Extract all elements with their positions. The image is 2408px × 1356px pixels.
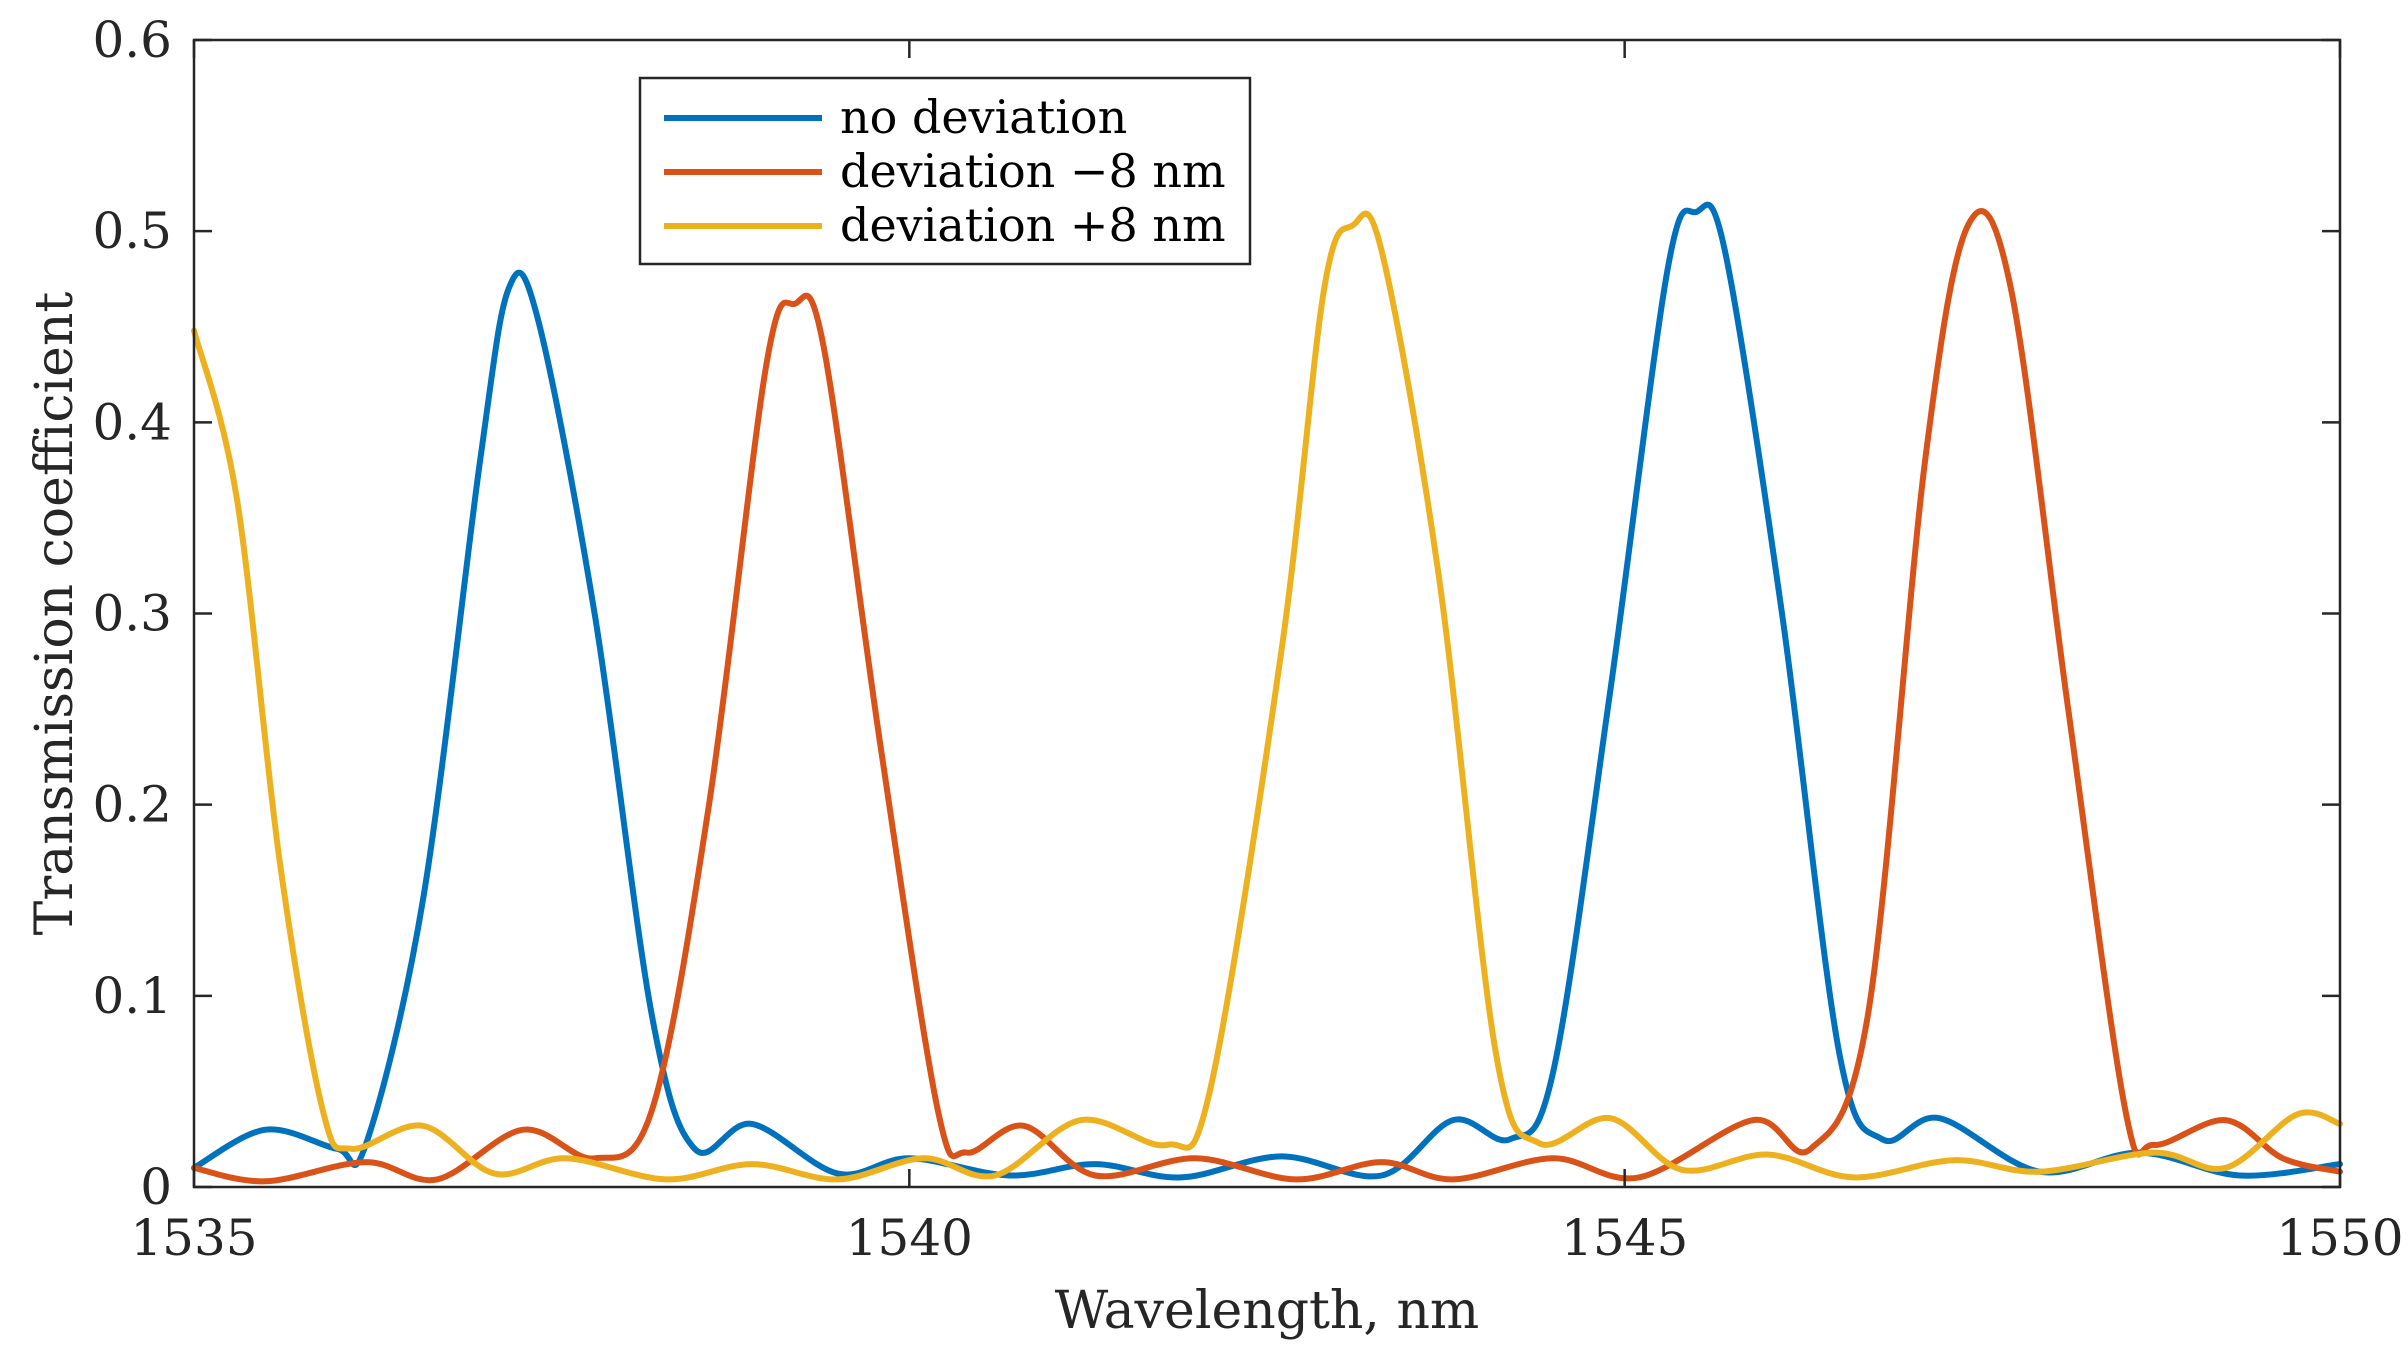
axis-ticks: 1535 1540 1545 1550 0 0.1 0.2 0.3 0.4 0.5 0.6 <box>92 11 2403 1267</box>
x-tick-label: 1540 <box>846 1209 973 1267</box>
x-axis-label: Wavelength, nm <box>1055 1281 1480 1341</box>
y-tick-label: 0.6 <box>92 11 172 69</box>
series-line-2 <box>191 208 2343 1185</box>
series-lines <box>191 201 2343 1185</box>
series-line-1 <box>191 201 2343 1181</box>
y-tick-label: 0.5 <box>92 202 172 260</box>
y-tick-label: 0.1 <box>92 967 172 1025</box>
y-tick-label: 0.4 <box>92 393 172 451</box>
y-tick-label: 0.2 <box>92 776 172 834</box>
x-tick-label: 1535 <box>130 1209 257 1267</box>
series-line-3 <box>191 210 2343 1183</box>
legend-label-3: deviation +8 nm <box>840 198 1226 252</box>
x-tick-label: 1550 <box>2276 1209 2403 1267</box>
x-tick-label: 1545 <box>1561 1209 1688 1267</box>
y-axis-label: Transmission coefficient <box>25 292 85 936</box>
plot-frame <box>192 38 2342 1189</box>
legend-label-1: no deviation <box>840 90 1127 144</box>
y-tick-label: 0.3 <box>92 585 172 643</box>
y-tick-label: 0 <box>140 1158 172 1216</box>
legend-label-2: deviation −8 nm <box>840 144 1226 198</box>
